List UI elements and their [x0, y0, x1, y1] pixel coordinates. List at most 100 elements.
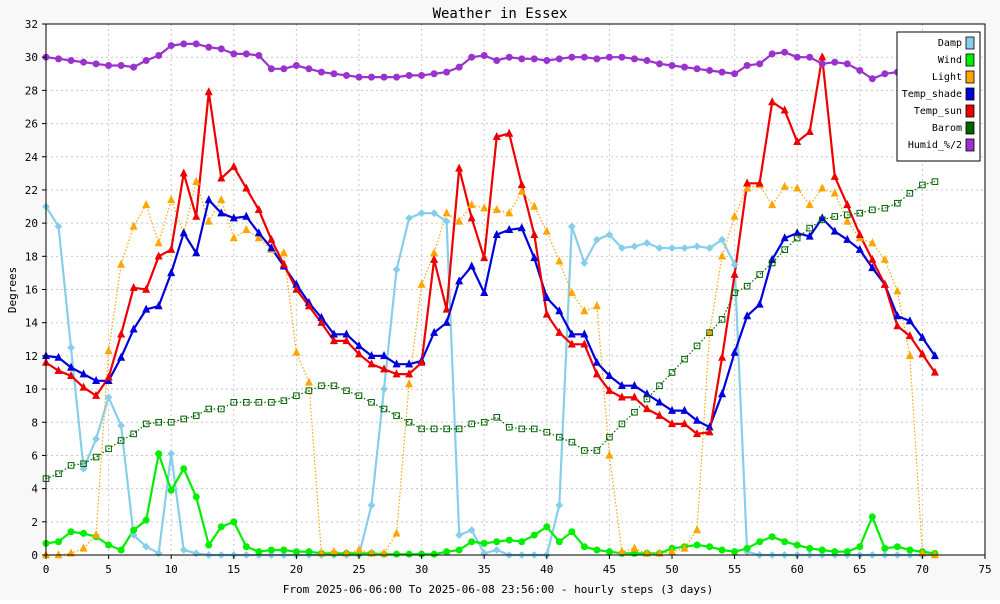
data-point-humid-2: [192, 40, 200, 48]
data-point-temp-sun: [617, 392, 626, 401]
data-point-barom: [643, 395, 651, 403]
data-point-light: [567, 288, 576, 297]
data-point-humid-2: [92, 60, 100, 68]
data-point-temp-sun: [54, 365, 63, 375]
data-point-light: [530, 201, 539, 210]
data-point-temp-shade: [92, 375, 101, 384]
data-point-temp-sun: [317, 317, 326, 326]
data-point-barom: [155, 418, 162, 426]
data-point-wind: [818, 546, 826, 554]
data-point-humid-2: [355, 73, 363, 81]
data-point-damp: [630, 242, 639, 251]
data-point-humid-2: [480, 52, 488, 60]
data-point-wind: [831, 548, 839, 556]
data-point-damp: [655, 244, 664, 252]
data-point-light: [380, 548, 389, 557]
data-point-light: [405, 379, 414, 388]
x-tick-label: 65: [853, 563, 866, 576]
data-point-light: [793, 183, 802, 192]
data-point-humid-2: [568, 53, 576, 61]
data-point-wind: [843, 548, 851, 556]
data-point-temp-shade: [780, 233, 789, 242]
legend: Damp Wind Light Temp_shade Temp_sun Barom Humi…: [896, 31, 981, 162]
data-point-temp-sun: [79, 382, 88, 391]
data-point-temp-sun: [680, 419, 689, 428]
data-point-barom: [67, 462, 75, 469]
y-tick-label: 4: [31, 483, 38, 496]
data-point-wind: [881, 544, 889, 552]
data-point-temp-sun: [467, 213, 476, 222]
data-point-temp-sun: [930, 367, 939, 376]
data-point-wind: [155, 450, 163, 458]
data-point-temp-shade: [492, 229, 501, 238]
data-point-temp-shade: [217, 208, 226, 217]
data-point-humid-2: [230, 50, 238, 58]
data-point-temp-sun: [730, 269, 739, 278]
data-point-wind: [868, 513, 876, 521]
data-point-humid-2: [743, 61, 751, 69]
data-point-wind: [267, 546, 275, 554]
data-point-temp-shade: [430, 327, 439, 336]
data-point-temp-shade: [530, 253, 539, 262]
data-point-barom: [318, 382, 325, 390]
x-tick-label: 5: [105, 563, 112, 576]
data-point-damp: [167, 449, 176, 458]
data-point-light: [104, 346, 113, 355]
data-point-temp-shade: [204, 195, 213, 204]
data-point-wind: [292, 548, 300, 556]
data-point-temp-sun: [855, 229, 864, 238]
data-point-humid-2: [718, 68, 726, 76]
data-point-temp-sun: [417, 357, 426, 366]
data-point-humid-2: [643, 57, 651, 65]
data-point-temp-shade: [192, 248, 201, 257]
data-point-temp-sun: [442, 304, 451, 313]
data-point-temp-sun: [342, 336, 351, 345]
data-point-humid-2: [518, 55, 526, 63]
y-tick-label: 8: [31, 416, 38, 429]
data-point-barom: [205, 405, 213, 413]
legend-swatch-barom: [965, 121, 975, 135]
data-point-humid-2: [255, 52, 263, 60]
data-point-barom: [80, 460, 87, 468]
data-point-temp-shade: [730, 347, 739, 356]
data-point-damp: [117, 421, 126, 430]
data-point-light: [217, 195, 226, 204]
data-point-barom: [856, 209, 864, 217]
x-tick-label: 25: [352, 563, 365, 576]
data-point-barom: [92, 453, 100, 461]
legend-swatch-light: [965, 70, 975, 84]
data-point-light: [905, 351, 914, 360]
data-point-damp: [367, 501, 376, 510]
data-point-barom: [167, 418, 175, 426]
data-point-barom: [556, 433, 563, 441]
data-point-temp-shade: [718, 389, 727, 398]
data-point-light: [92, 530, 101, 539]
data-point-temp-sun: [805, 127, 814, 136]
data-point-barom: [606, 433, 613, 441]
data-point-temp-sun: [505, 128, 514, 137]
data-point-humid-2: [831, 58, 839, 66]
data-point-humid-2: [105, 61, 113, 69]
y-tick-label: 22: [25, 184, 38, 197]
data-point-humid-2: [468, 53, 476, 61]
data-point-temp-shade: [229, 213, 238, 222]
data-point-wind: [305, 548, 313, 556]
data-point-wind: [806, 544, 814, 552]
data-point-damp: [592, 235, 601, 244]
data-point-wind: [693, 541, 701, 549]
data-point-temp-sun: [592, 369, 601, 378]
data-point-temp-shade: [467, 261, 476, 270]
x-tick-label: 60: [791, 563, 804, 576]
data-point-temp-shade: [380, 351, 389, 360]
data-point-humid-2: [280, 65, 288, 73]
data-point-wind: [593, 546, 601, 554]
data-point-temp-sun: [517, 180, 526, 189]
data-point-wind: [468, 538, 476, 546]
y-tick-label: 10: [25, 383, 38, 396]
data-point-light: [467, 200, 476, 209]
data-point-light: [317, 548, 326, 557]
data-point-light: [167, 195, 176, 204]
data-point-damp: [179, 546, 188, 554]
data-point-barom: [681, 355, 688, 363]
data-point-wind: [856, 543, 864, 551]
